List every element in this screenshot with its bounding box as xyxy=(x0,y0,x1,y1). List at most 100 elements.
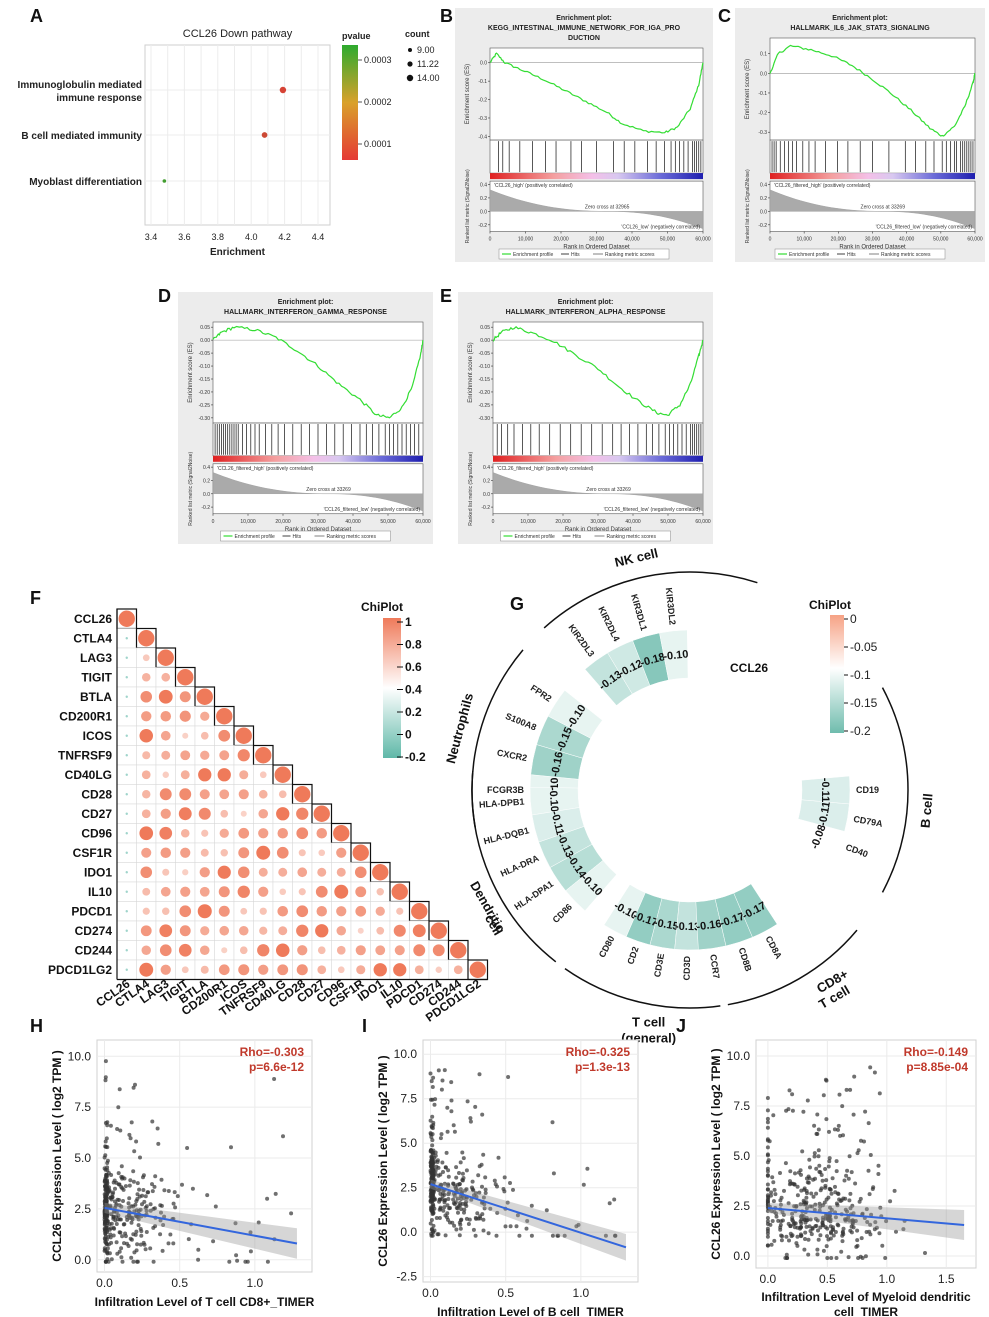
correlation-dot xyxy=(200,926,210,936)
data-point xyxy=(829,1207,834,1212)
data-point xyxy=(846,1255,851,1260)
data-point xyxy=(102,1178,107,1183)
data-point xyxy=(144,1209,149,1213)
y-tick-label: 10.0 xyxy=(727,1049,751,1063)
dot-1 xyxy=(279,86,287,94)
cell-value: -0.11 xyxy=(548,810,566,837)
data-point xyxy=(150,1189,155,1194)
data-point xyxy=(831,1233,836,1238)
data-point xyxy=(433,1168,438,1173)
data-point xyxy=(795,1184,800,1189)
metric-tick-label: 0.2 xyxy=(483,478,490,484)
data-point xyxy=(430,1168,435,1173)
regression-line xyxy=(767,1207,965,1226)
data-point xyxy=(856,1256,861,1260)
x-tick-label: 50,000 xyxy=(380,519,396,525)
gsea-title-line: Enrichment plot: xyxy=(556,15,612,22)
correlation-dot xyxy=(140,690,153,703)
data-point xyxy=(172,1190,177,1195)
data-point xyxy=(798,1202,803,1207)
data-point xyxy=(833,1230,838,1234)
y-category-label: immune response xyxy=(56,93,142,104)
data-point xyxy=(816,1154,821,1159)
data-point xyxy=(139,1233,144,1238)
panel-label-i: I xyxy=(362,1016,367,1036)
data-point xyxy=(143,1247,148,1252)
data-point xyxy=(840,1233,845,1238)
colorbar-title: pvalue xyxy=(342,31,371,41)
group-name: B cell xyxy=(918,793,936,829)
x-tick-label: 10,000 xyxy=(797,237,813,243)
colorbar-tick-label: 0.0002 xyxy=(364,97,392,107)
colorbar-tick-label: -0.05 xyxy=(850,640,878,654)
gene-label: HLA-DPA1 xyxy=(512,879,555,912)
data-point xyxy=(888,1199,893,1204)
data-point xyxy=(234,1253,239,1258)
es-frame xyxy=(492,321,704,424)
data-point xyxy=(429,1148,434,1153)
colorbar-tick-label: 0.6 xyxy=(405,660,422,674)
data-point xyxy=(481,1217,486,1222)
correlation-dot xyxy=(297,867,308,878)
data-point xyxy=(841,1196,846,1201)
data-point xyxy=(483,1191,488,1195)
data-point xyxy=(103,1139,108,1144)
data-point xyxy=(501,1187,506,1191)
correlation-dot xyxy=(178,943,192,957)
es-axis-label: Enrichment score (ES) xyxy=(468,342,474,402)
cell-value: -0.10 xyxy=(663,648,689,663)
correlation-dot xyxy=(142,654,150,662)
data-point xyxy=(804,1206,809,1211)
data-point xyxy=(440,1078,445,1083)
gene-label: KIR2DL4 xyxy=(596,605,621,643)
data-point xyxy=(120,1259,125,1264)
radial-cell xyxy=(538,826,593,868)
data-point xyxy=(857,1199,862,1204)
data-point xyxy=(457,1171,461,1175)
radial-cell xyxy=(801,775,851,805)
colorbar-tick-label: -0.2 xyxy=(850,724,871,738)
data-point xyxy=(272,1077,277,1081)
data-point xyxy=(141,1188,146,1192)
data-point xyxy=(428,1221,433,1226)
x-tick-label: 3.6 xyxy=(178,232,191,242)
correlation-dot xyxy=(375,906,385,916)
data-point xyxy=(798,1168,803,1173)
panel-j-scatter: 0.0 0.5 1.0 1.5 0.0 2.5 5.0 7.5 10.0 Rho=-0.149p=… xyxy=(709,1039,977,1317)
data-point xyxy=(109,1257,114,1262)
data-point xyxy=(581,1182,586,1187)
panel-a-dotplot: CCL26 Down pathway 3.4 3.6 3.8 4.0 4.2 4.4 Enri… xyxy=(18,28,440,258)
data-point xyxy=(463,1188,468,1193)
correlation-dot xyxy=(140,925,152,937)
data-point xyxy=(475,1211,480,1216)
legend-box xyxy=(500,530,671,542)
data-point xyxy=(473,1191,478,1196)
data-point xyxy=(233,1221,238,1226)
correlation-dot xyxy=(355,886,367,898)
data-point xyxy=(816,1228,820,1233)
x-tick-label: 0.5 xyxy=(819,1272,836,1286)
negative-label: 'CCL26_low' (negatively correlated) xyxy=(621,225,700,231)
metric-axis-label: Ranked list metric (Signal2Noise) xyxy=(745,169,751,243)
data-point xyxy=(502,1175,507,1180)
correlation-dot xyxy=(218,964,230,976)
data-point xyxy=(799,1234,803,1239)
radial-cell xyxy=(695,898,727,951)
data-point xyxy=(788,1224,793,1228)
correlation-dot xyxy=(317,946,326,955)
row-label: CD244 xyxy=(75,943,113,957)
correlation-dot xyxy=(376,926,385,935)
correlation-dot xyxy=(316,827,328,839)
correlation-dot xyxy=(296,924,309,937)
correlation-dot xyxy=(217,865,231,879)
correlation-dot xyxy=(238,789,249,800)
y-tick-label: -0.10 xyxy=(199,364,211,370)
data-point xyxy=(847,1218,852,1223)
data-point xyxy=(790,1211,795,1216)
data-point xyxy=(133,1082,137,1087)
radial-cell xyxy=(603,884,646,938)
radial-cell xyxy=(674,901,701,951)
data-point xyxy=(827,1186,832,1191)
data-point xyxy=(865,1220,870,1224)
size-legend-dot xyxy=(408,48,412,52)
